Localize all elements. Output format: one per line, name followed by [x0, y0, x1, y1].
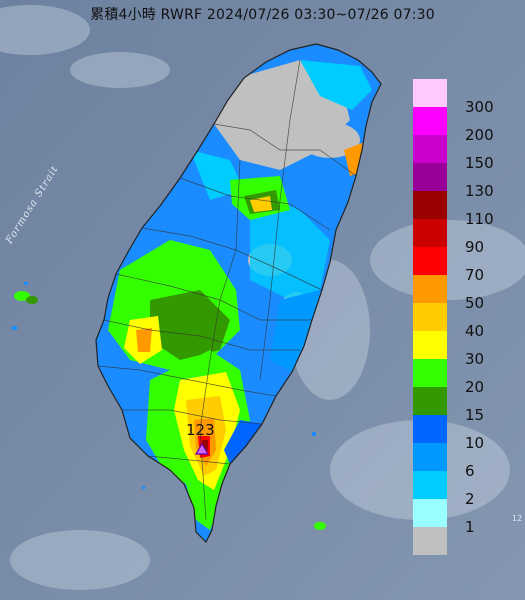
- legend-swatch: [413, 303, 447, 331]
- legend-threshold-label: 150: [465, 154, 494, 172]
- legend-swatch: [413, 527, 447, 555]
- legend-threshold-label: 130: [465, 182, 494, 200]
- legend-threshold-label: 40: [465, 322, 485, 340]
- legend-swatch: [413, 219, 447, 247]
- legend-swatch: [413, 247, 447, 275]
- legend-threshold-label: 70: [465, 266, 485, 284]
- legend-swatch: [413, 79, 447, 107]
- legend-swatch: [413, 331, 447, 359]
- legend-threshold-label: 110: [465, 210, 494, 228]
- legend-threshold-label: 2: [465, 490, 475, 508]
- legend-swatch: [413, 471, 447, 499]
- triangle-icon: [195, 443, 209, 455]
- legend-swatch: [413, 387, 447, 415]
- legend-swatch: [413, 107, 447, 135]
- legend-swatch: [413, 275, 447, 303]
- legend-threshold-label: 200: [465, 126, 494, 144]
- legend-threshold-label: 90: [465, 238, 485, 256]
- legend-threshold-label: 300: [465, 98, 494, 116]
- legend-threshold-label: 1: [465, 518, 475, 536]
- legend-threshold-label: 6: [465, 462, 475, 480]
- legend-swatch: [413, 191, 447, 219]
- map-title: 累積4小時 RWRF 2024/07/26 03:30~07/26 07:30: [90, 7, 435, 23]
- legend-swatch: [413, 415, 447, 443]
- legend-threshold-label: 30: [465, 350, 485, 368]
- offshore-islands: [12, 282, 326, 530]
- admin-borders: [97, 59, 357, 521]
- peak-value-label: 123: [186, 421, 215, 439]
- legend-threshold-label: 50: [465, 294, 485, 312]
- cloud-patches: [0, 5, 525, 590]
- legend-threshold-label: 10: [465, 434, 485, 452]
- legend-threshold-label: 15: [465, 406, 485, 424]
- legend-threshold-label: 20: [465, 378, 485, 396]
- legend-swatch: [413, 499, 447, 527]
- legend-swatch: [413, 163, 447, 191]
- legend-swatch: [413, 135, 447, 163]
- legend-swatch: [413, 443, 447, 471]
- edge-text: 12: [512, 514, 523, 523]
- legend-swatches: [413, 79, 447, 555]
- legend-swatch: [413, 359, 447, 387]
